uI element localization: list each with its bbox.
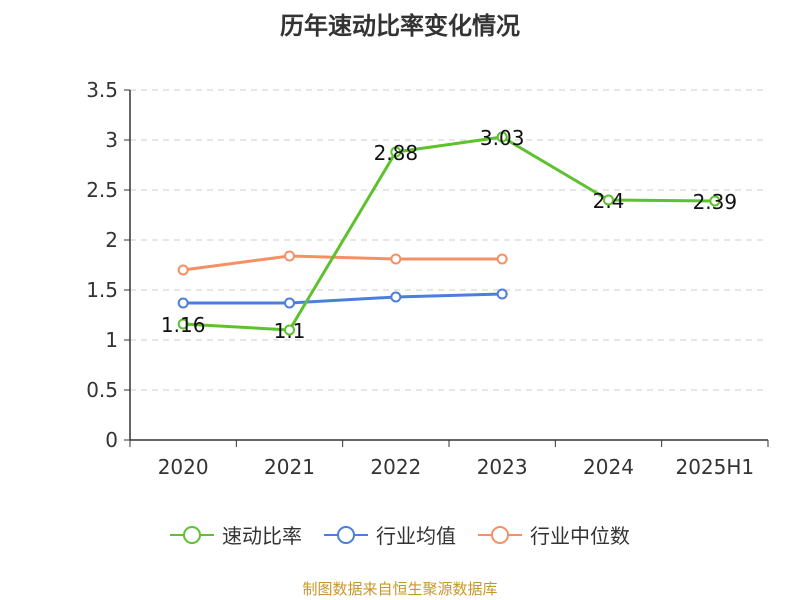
data-label: 3.03 xyxy=(480,126,525,150)
data-label: 1.1 xyxy=(274,319,306,343)
series-line xyxy=(183,135,715,332)
x-tick-label: 2025H1 xyxy=(675,455,754,479)
x-tick-label: 2022 xyxy=(370,455,421,479)
data-point xyxy=(496,288,508,300)
legend-label: 速动比率 xyxy=(222,524,302,548)
data-point xyxy=(284,297,295,309)
data-point xyxy=(177,297,189,309)
x-tick-label: 2024 xyxy=(583,455,634,479)
y-tick-label: 2.5 xyxy=(86,178,118,202)
y-tick-label: 0.5 xyxy=(86,378,118,402)
y-tick-label: 1.5 xyxy=(86,278,118,302)
x-tick-label: 2021 xyxy=(264,455,315,479)
data-point xyxy=(603,194,614,206)
series-line xyxy=(182,254,503,272)
legend-label: 行业均值 xyxy=(376,524,456,548)
series-line xyxy=(183,292,503,305)
y-tick-label: 1 xyxy=(105,328,118,352)
x-tick-label: 2020 xyxy=(158,455,209,479)
y-tick-label: 0 xyxy=(105,428,118,452)
data-point xyxy=(390,253,402,265)
data-label: 2.88 xyxy=(374,141,419,165)
data-point xyxy=(390,291,402,303)
legend-marker-icon xyxy=(170,525,214,544)
data-point xyxy=(496,253,508,265)
source-note: 制图数据来自恒生聚源数据库 xyxy=(302,580,498,598)
data-point xyxy=(284,324,295,336)
data-point xyxy=(496,131,508,143)
legend-label: 行业中位数 xyxy=(530,524,630,548)
legend: 速动比率 行业均值 行业中位数 xyxy=(0,520,800,549)
data-point xyxy=(390,146,402,158)
data-label: 2.39 xyxy=(693,190,738,214)
data-label: 2.4 xyxy=(593,189,625,213)
legend-item[interactable]: 行业中位数 xyxy=(478,520,630,549)
legend-marker-icon xyxy=(324,525,368,544)
x-tick-label: 2023 xyxy=(477,455,528,479)
data-point xyxy=(177,318,189,330)
data-point xyxy=(177,264,189,276)
chart-title: 历年速动比率变化情况 xyxy=(280,12,520,40)
legend-marker-icon xyxy=(478,525,522,544)
legend-item[interactable]: 行业均值 xyxy=(324,520,456,549)
data-point xyxy=(284,250,295,262)
y-tick-label: 3 xyxy=(105,128,118,152)
data-point xyxy=(709,195,721,207)
legend-item[interactable]: 速动比率 xyxy=(170,520,302,549)
y-tick-label: 3.5 xyxy=(86,78,118,102)
data-label: 1.16 xyxy=(161,313,206,337)
y-tick-label: 2 xyxy=(105,228,118,252)
